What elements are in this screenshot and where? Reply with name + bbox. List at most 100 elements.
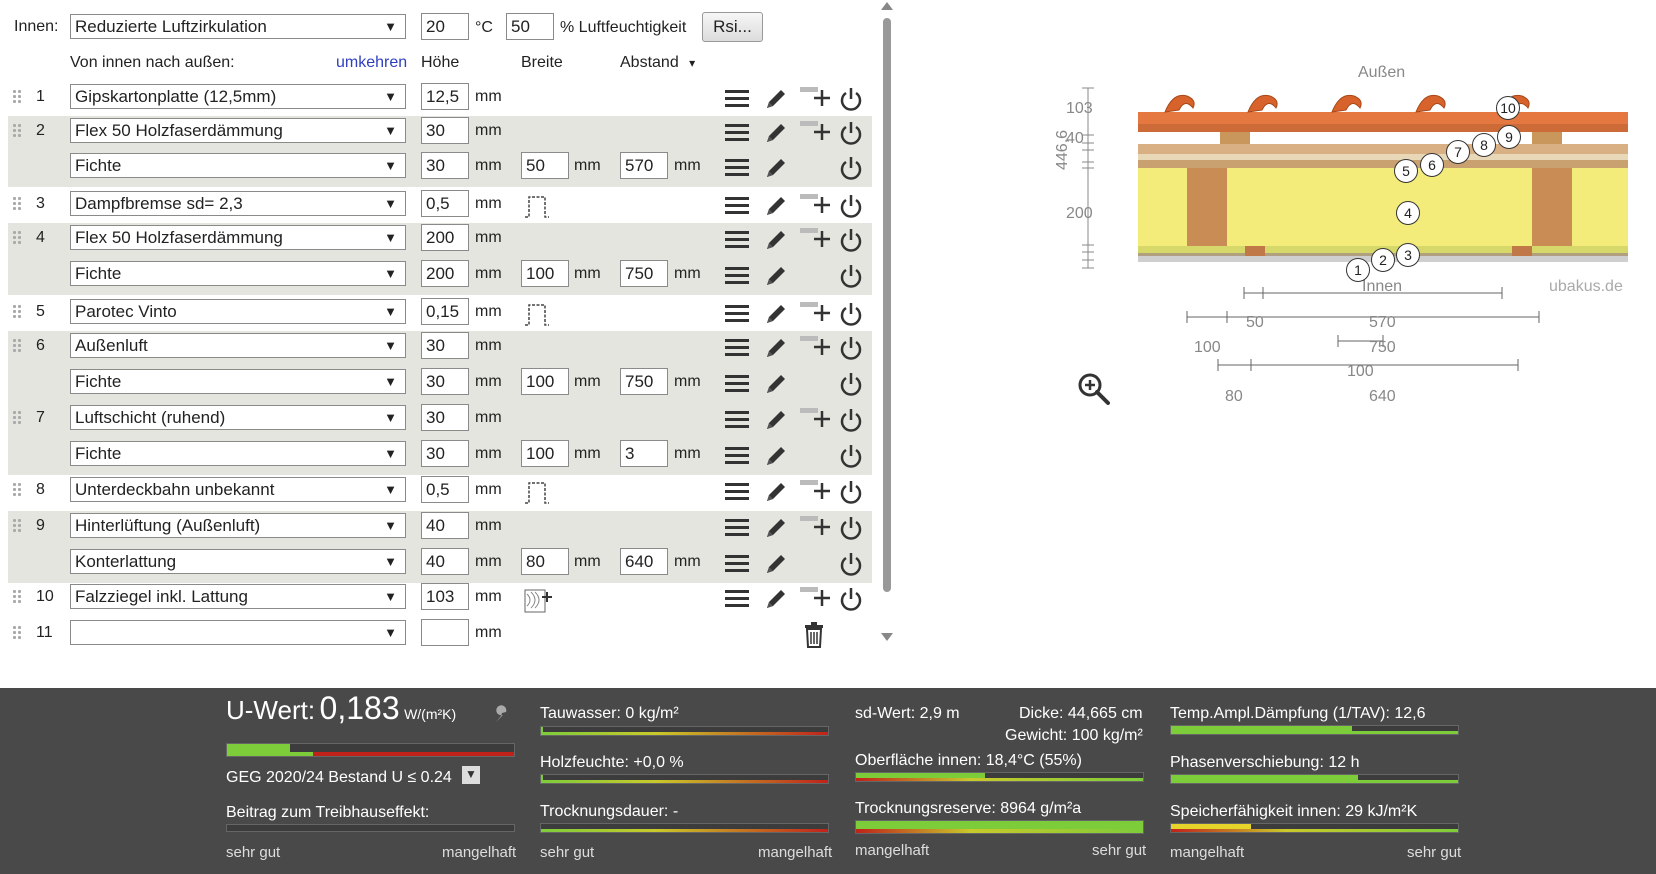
layer-height-input[interactable] bbox=[421, 619, 469, 646]
sub-height-input[interactable]: 30 bbox=[421, 440, 469, 467]
layer-material-select[interactable]: Hinterlüftung (Außenluft) ▼ bbox=[70, 513, 406, 538]
menu-icon[interactable] bbox=[724, 120, 752, 148]
layer-height-input[interactable]: 200 bbox=[421, 224, 469, 251]
edit-icon[interactable] bbox=[763, 371, 791, 399]
layer-material-select[interactable]: Falzziegel inkl. Lattung ▼ bbox=[70, 584, 406, 609]
sub-width-input[interactable]: 80 bbox=[521, 548, 569, 575]
edit-icon[interactable] bbox=[763, 120, 791, 148]
power-icon[interactable] bbox=[838, 515, 866, 543]
add-layer-icon[interactable] bbox=[800, 584, 830, 612]
edit-icon[interactable] bbox=[763, 586, 791, 614]
scroll-up-icon[interactable] bbox=[881, 2, 893, 10]
menu-icon[interactable] bbox=[724, 193, 752, 221]
menu-icon[interactable] bbox=[724, 263, 752, 291]
sub-height-input[interactable]: 30 bbox=[421, 152, 469, 179]
layer-height-input[interactable]: 0,5 bbox=[421, 190, 469, 217]
layer-height-input[interactable]: 12,5 bbox=[421, 83, 469, 110]
layer-material-select[interactable]: Dampfbremse sd= 2,3 ▼ bbox=[70, 191, 406, 216]
power-icon[interactable] bbox=[838, 479, 866, 507]
sub-spacing-input[interactable]: 750 bbox=[620, 368, 668, 395]
drag-handle-icon[interactable] bbox=[13, 124, 23, 138]
menu-icon[interactable] bbox=[724, 371, 752, 399]
add-layer-icon[interactable] bbox=[800, 191, 830, 219]
scrollbar-thumb[interactable] bbox=[883, 18, 891, 592]
edit-icon[interactable] bbox=[763, 301, 791, 329]
scroll-down-icon[interactable] bbox=[881, 633, 893, 641]
edit-icon[interactable] bbox=[763, 443, 791, 471]
edit-icon[interactable] bbox=[763, 407, 791, 435]
drag-handle-icon[interactable] bbox=[13, 339, 23, 353]
wrench-icon[interactable] bbox=[490, 704, 514, 728]
sub-width-input[interactable]: 100 bbox=[521, 260, 569, 287]
sub-material-select[interactable]: Fichte ▼ bbox=[70, 261, 406, 286]
layer-height-input[interactable]: 30 bbox=[421, 404, 469, 431]
zoom-in-icon[interactable] bbox=[1077, 372, 1111, 406]
menu-icon[interactable] bbox=[724, 407, 752, 435]
sub-width-input[interactable]: 50 bbox=[521, 152, 569, 179]
drag-handle-icon[interactable] bbox=[13, 231, 23, 245]
sub-spacing-input[interactable]: 3 bbox=[620, 440, 668, 467]
layer-material-select[interactable]: Außenluft ▼ bbox=[70, 333, 406, 358]
trash-icon[interactable] bbox=[802, 622, 830, 650]
add-layer-icon[interactable] bbox=[800, 477, 830, 505]
power-icon[interactable] bbox=[838, 407, 866, 435]
edit-icon[interactable] bbox=[763, 155, 791, 183]
edit-icon[interactable] bbox=[763, 86, 791, 114]
menu-icon[interactable] bbox=[724, 335, 752, 363]
power-icon[interactable] bbox=[838, 586, 866, 614]
edit-icon[interactable] bbox=[763, 227, 791, 255]
power-icon[interactable] bbox=[838, 335, 866, 363]
power-icon[interactable] bbox=[838, 155, 866, 183]
drag-handle-icon[interactable] bbox=[13, 626, 23, 640]
add-layer-icon[interactable] bbox=[800, 299, 830, 327]
menu-icon[interactable] bbox=[724, 301, 752, 329]
layer-height-input[interactable]: 103 bbox=[421, 583, 469, 610]
power-icon[interactable] bbox=[838, 371, 866, 399]
menu-icon[interactable] bbox=[724, 443, 752, 471]
drag-handle-icon[interactable] bbox=[13, 90, 23, 104]
power-icon[interactable] bbox=[838, 301, 866, 329]
reverse-link[interactable]: umkehren bbox=[336, 54, 408, 71]
sub-spacing-input[interactable]: 750 bbox=[620, 260, 668, 287]
layer-material-select[interactable]: Flex 50 Holzfaserdämmung ▼ bbox=[70, 225, 406, 250]
add-layer-icon[interactable] bbox=[800, 84, 830, 112]
drag-handle-icon[interactable] bbox=[13, 197, 23, 211]
rsi-button[interactable]: Rsi... bbox=[702, 12, 763, 42]
menu-icon[interactable] bbox=[724, 86, 752, 114]
menu-icon[interactable] bbox=[724, 586, 752, 614]
sub-spacing-input[interactable]: 570 bbox=[620, 152, 668, 179]
sub-height-input[interactable]: 40 bbox=[421, 548, 469, 575]
climate-select[interactable]: Reduzierte Luftzirkulation ▼ bbox=[70, 14, 406, 39]
add-layer-icon[interactable] bbox=[800, 225, 830, 253]
drag-handle-icon[interactable] bbox=[13, 411, 23, 425]
edit-icon[interactable] bbox=[763, 479, 791, 507]
edit-icon[interactable] bbox=[763, 193, 791, 221]
humidity-input[interactable]: 50 bbox=[506, 13, 554, 40]
layer-material-select[interactable]: ▼ bbox=[70, 620, 406, 645]
power-icon[interactable] bbox=[838, 227, 866, 255]
drag-handle-icon[interactable] bbox=[13, 590, 23, 604]
drag-handle-icon[interactable] bbox=[13, 305, 23, 319]
menu-icon[interactable] bbox=[724, 551, 752, 579]
edit-icon[interactable] bbox=[763, 263, 791, 291]
sub-spacing-input[interactable]: 640 bbox=[620, 548, 668, 575]
layer-height-input[interactable]: 40 bbox=[421, 512, 469, 539]
sub-height-input[interactable]: 30 bbox=[421, 368, 469, 395]
layer-material-select[interactable]: Parotec Vinto ▼ bbox=[70, 299, 406, 324]
drag-handle-icon[interactable] bbox=[13, 519, 23, 533]
col-spacing[interactable]: Abstand ▾ bbox=[620, 54, 695, 72]
layer-height-input[interactable]: 30 bbox=[421, 117, 469, 144]
standard-dropdown[interactable]: ▼ bbox=[462, 766, 480, 784]
layer-material-select[interactable]: Luftschicht (ruhend) ▼ bbox=[70, 405, 406, 430]
layer-material-select[interactable]: Unterdeckbahn unbekannt ▼ bbox=[70, 477, 406, 502]
sub-width-input[interactable]: 100 bbox=[521, 440, 569, 467]
add-layer-icon[interactable] bbox=[800, 333, 830, 361]
power-icon[interactable] bbox=[838, 263, 866, 291]
menu-icon[interactable] bbox=[724, 479, 752, 507]
power-icon[interactable] bbox=[838, 86, 866, 114]
sub-height-input[interactable]: 200 bbox=[421, 260, 469, 287]
edit-icon[interactable] bbox=[763, 335, 791, 363]
add-detail-icon[interactable] bbox=[523, 586, 552, 614]
temperature-input[interactable]: 20 bbox=[421, 13, 469, 40]
layer-height-input[interactable]: 0,15 bbox=[421, 298, 469, 325]
